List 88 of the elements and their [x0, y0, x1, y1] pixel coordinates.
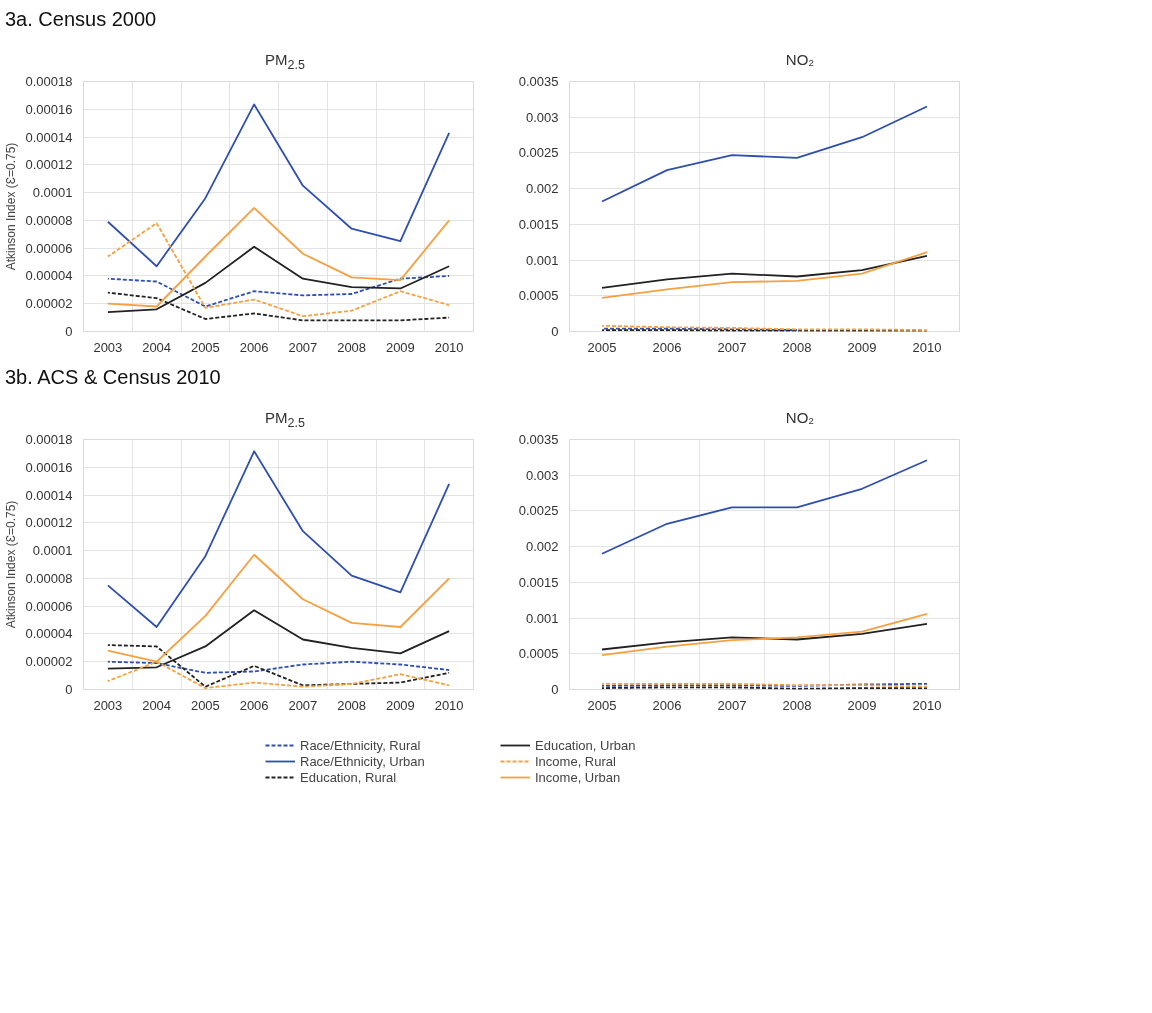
line-series	[106, 660, 451, 674]
legend-label: Income, Rural	[535, 753, 617, 769]
x-tick-label: 2007	[717, 339, 747, 355]
x-tick-label: 2005	[587, 339, 617, 355]
x-tick-label: 2008	[782, 697, 812, 713]
y-tick-label: 0.0025	[518, 503, 559, 519]
x-tick-label: 2009	[385, 339, 415, 355]
legend-label: Race/Ethnicity, Rural	[300, 737, 422, 753]
y-tick-label: 0.00018	[25, 74, 73, 89]
x-tick-label: 2004	[142, 339, 172, 355]
y-tick-label: 0.00008	[25, 570, 73, 586]
x-tick-label: 2006	[239, 339, 269, 355]
y-tick-label: 0	[65, 682, 73, 697]
y-axis-title: Atkinson Index (Ɛ=0.75)	[3, 142, 18, 271]
x-tick-label: 2010	[434, 339, 464, 355]
x-tick-label: 2009	[385, 697, 415, 713]
x-tick-label: 2005	[587, 697, 617, 713]
y-tick-label: 0.0035	[518, 432, 559, 447]
y-tick-label: 0.00004	[25, 268, 73, 284]
x-tick-label: 2010	[912, 697, 942, 713]
legend-label: Race/Ethnicity, Urban	[300, 753, 426, 769]
legend-label: Education, Urban	[535, 737, 637, 753]
y-tick-label: 0	[65, 324, 73, 339]
x-tick-label: 2007	[288, 339, 318, 355]
legend-label: Education, Rural	[300, 769, 398, 785]
y-tick-label: 0.0005	[518, 646, 559, 662]
y-tick-label: 0.001	[525, 610, 559, 626]
y-tick-label: 0.00014	[25, 129, 73, 145]
y-tick-label: 0.0015	[518, 574, 559, 590]
y-tick-label: 0.00008	[25, 212, 73, 228]
line-series	[106, 103, 451, 268]
x-tick-label: 2005	[190, 697, 220, 713]
x-tick-label: 2004	[142, 697, 172, 713]
y-tick-label: 0.0005	[518, 288, 559, 304]
x-tick-label: 2008	[782, 339, 812, 355]
y-tick-label: 0.001	[525, 252, 559, 268]
y-tick-label: 0.00002	[25, 296, 73, 312]
x-tick-label: 2008	[337, 697, 367, 713]
x-tick-label: 2007	[288, 697, 318, 713]
x-tick-label: 2009	[847, 339, 877, 355]
y-tick-label: 0.002	[525, 539, 559, 555]
y-tick-label: 0.00012	[25, 515, 73, 531]
x-tick-label: 2005	[190, 339, 220, 355]
chart-title: PM$_{2.5}$	[264, 50, 306, 74]
y-tick-label: 0.0001	[32, 543, 73, 559]
y-tick-label: 0	[551, 682, 559, 697]
line-series	[601, 105, 928, 203]
y-tick-label: 0.003	[525, 109, 559, 125]
line-series	[106, 450, 451, 628]
line-series	[601, 254, 928, 289]
line-series	[601, 622, 928, 651]
x-tick-label: 2003	[93, 339, 123, 355]
x-tick-label: 2008	[337, 339, 367, 355]
y-tick-label: 0.00016	[25, 459, 73, 475]
chart-subtitle: 3a. Census 2000	[5, 7, 157, 32]
y-tick-label: 0.00004	[25, 626, 73, 642]
x-tick-label: 2010	[434, 697, 464, 713]
y-tick-label: 0.00002	[25, 654, 73, 670]
x-tick-label: 2006	[239, 697, 269, 713]
y-tick-label: 0.0001	[32, 185, 73, 201]
line-series	[601, 459, 928, 555]
chart-subtitle: 3b. ACS & Census 2010	[5, 365, 221, 390]
y-tick-label: 0.00016	[25, 101, 73, 117]
y-tick-label: 0.00014	[25, 487, 73, 503]
x-tick-label: 2010	[912, 339, 942, 355]
chart-title: NO₂	[784, 50, 816, 70]
y-tick-label: 0.00012	[25, 157, 73, 173]
y-tick-label: 0.0015	[518, 216, 559, 232]
line-series	[106, 275, 451, 308]
y-tick-label: 0	[551, 324, 559, 339]
y-tick-label: 0.0035	[518, 74, 559, 89]
y-axis-title: Atkinson Index (Ɛ=0.75)	[3, 500, 18, 629]
y-tick-label: 0.00006	[25, 598, 73, 614]
chart-title: NO₂	[784, 408, 816, 428]
line-series	[601, 251, 928, 299]
y-tick-label: 0.003	[525, 467, 559, 483]
x-tick-label: 2006	[652, 697, 682, 713]
x-tick-label: 2009	[847, 697, 877, 713]
y-tick-label: 0.0025	[518, 145, 559, 161]
y-tick-label: 0.00018	[25, 432, 73, 447]
y-tick-label: 0.00006	[25, 240, 73, 256]
legend-label: Income, Urban	[535, 769, 622, 785]
line-series	[601, 612, 928, 657]
x-tick-label: 2003	[93, 697, 123, 713]
x-tick-label: 2006	[652, 339, 682, 355]
y-tick-label: 0.002	[525, 181, 559, 197]
x-tick-label: 2007	[717, 697, 747, 713]
chart-title: PM$_{2.5}$	[264, 408, 306, 432]
